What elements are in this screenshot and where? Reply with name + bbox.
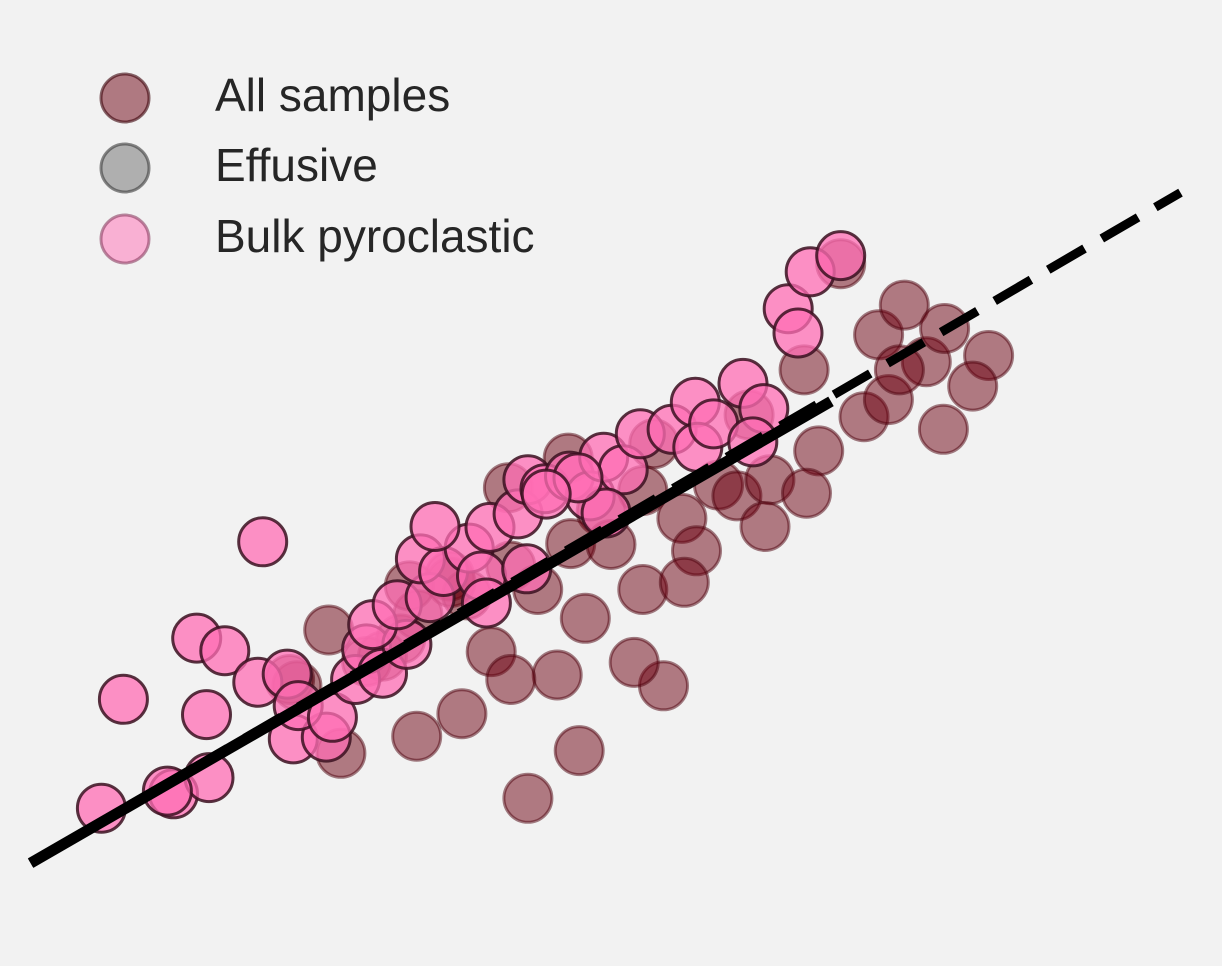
point-all-samples-17 <box>391 710 443 762</box>
point-all-samples-38 <box>873 344 925 396</box>
point-all-samples-27 <box>617 564 669 615</box>
point-all-samples-43 <box>658 556 710 608</box>
point-bulk-pyroclastic-7 <box>199 625 251 677</box>
legend: All samples Effusive Bulk pyroclastic <box>99 69 535 265</box>
point-all-samples-36 <box>878 279 930 331</box>
point-all-samples-45 <box>531 649 583 701</box>
point-all-samples-41 <box>781 467 832 519</box>
point-bulk-pyroclastic-47 <box>815 230 867 282</box>
point-bulk-pyroclastic-51 <box>520 468 572 520</box>
point-all-samples-14 <box>502 772 554 824</box>
point-all-samples-46 <box>608 636 660 688</box>
point-bulk-pyroclastic-25 <box>409 501 461 552</box>
point-bulk-pyroclastic-46 <box>772 307 824 359</box>
point-all-samples-40 <box>917 403 969 455</box>
point-all-samples-39 <box>947 360 999 412</box>
legend-marker-all-samples <box>99 72 151 124</box>
point-all-samples-13 <box>553 725 605 777</box>
point-all-samples-31 <box>793 425 845 477</box>
legend-label-bulk-pyroclastic: Bulk pyroclastic <box>215 210 535 262</box>
legend-label-all-samples: All samples <box>215 69 450 121</box>
point-all-samples-47 <box>485 654 537 705</box>
legend-marker-effusive <box>99 142 151 194</box>
fit-lines <box>27 188 1183 868</box>
point-all-samples-48 <box>436 688 488 740</box>
solid-fit-line <box>27 396 834 868</box>
point-bulk-pyroclastic-4 <box>97 673 149 725</box>
point-all-samples-44 <box>559 592 611 644</box>
point-bulk-pyroclastic-9 <box>237 516 289 568</box>
point-bulk-pyroclastic-5 <box>181 689 232 741</box>
point-all-samples-42 <box>739 501 791 552</box>
legend-marker-bulk-pyroclastic <box>99 213 151 265</box>
legend-label-effusive: Effusive <box>215 139 378 191</box>
